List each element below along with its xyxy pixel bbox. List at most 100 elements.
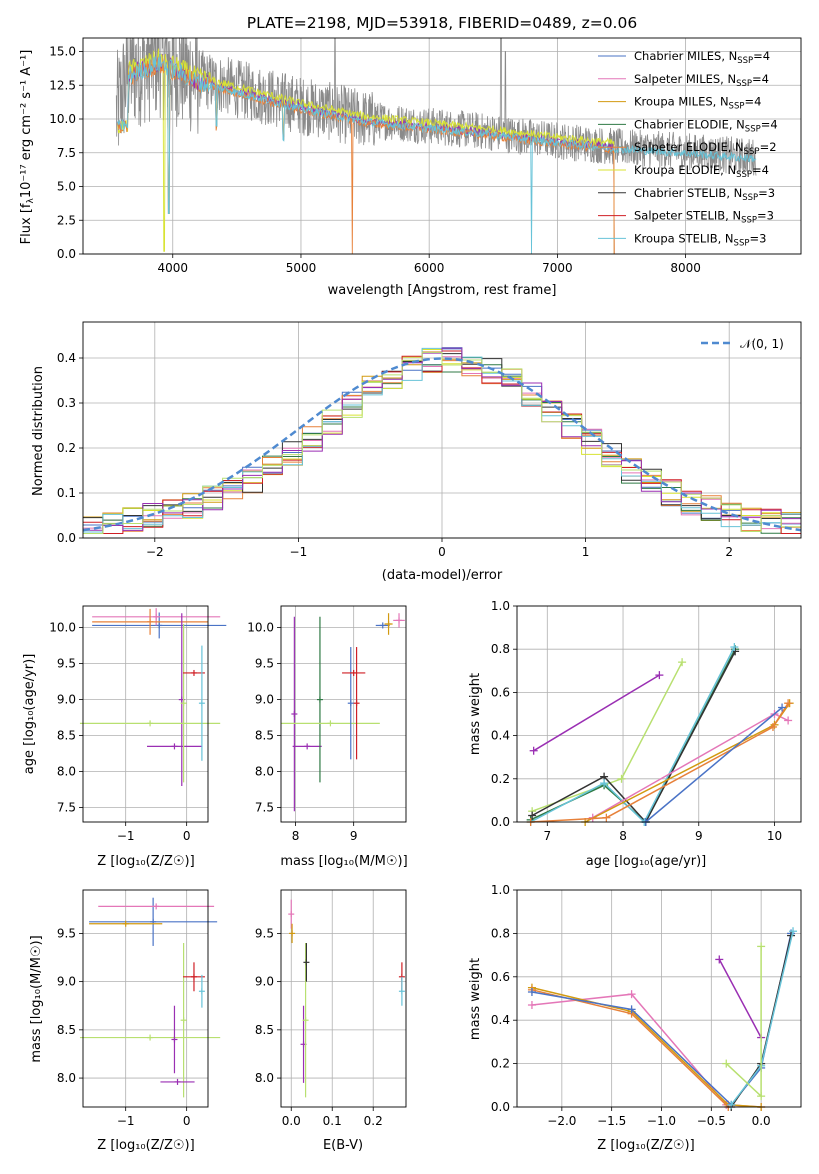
x-tick-label: −2 <box>146 545 164 559</box>
x-tick-label: 0.0 <box>282 1114 301 1128</box>
data-point <box>302 943 309 1098</box>
panel-3: −1 0 7.5 8.0 8.5 9.0 9.5 10.0 <box>49 605 227 843</box>
spectrum-ylabel-sub: λ <box>26 198 36 204</box>
x-tick-label: −2.0 <box>547 1114 576 1128</box>
panel-1: 4000 5000 6000 7000 8000 0.0 2.5 5.0 7.5 10.0 12.5… <box>49 37 802 275</box>
y-tick-label: 8.0 <box>57 1071 76 1085</box>
data-point <box>92 612 227 639</box>
x-tick-label: 8 <box>619 829 627 843</box>
y-tick-label: 7.5 <box>255 801 274 815</box>
legend-n: =4 <box>752 72 769 86</box>
legend-entry: Chabrier ELODIE, NSSP=4 <box>634 117 778 134</box>
data-point <box>180 943 187 1098</box>
legend-n: =4 <box>761 117 778 131</box>
normal-curve <box>82 357 802 532</box>
x-tick-label: 8 <box>292 829 300 843</box>
y-tick-label: 10.0 <box>247 621 274 635</box>
spectrum-ylabel-pre: Flux [f <box>19 203 34 244</box>
data-point <box>89 897 218 946</box>
axes-frame <box>280 889 407 1108</box>
legend-entry: Kroupa ELODIE, NSSP=4 <box>634 163 769 180</box>
x-tick-label: 0.1 <box>323 1114 342 1128</box>
x-tick-label: −1.5 <box>597 1114 626 1128</box>
y-tick-label: 1.0 <box>491 599 510 613</box>
legend-name: Chabrier MILES, N <box>634 49 737 63</box>
y-tick-label: 0.2 <box>491 772 510 786</box>
data-point <box>183 669 205 676</box>
data-point <box>398 976 405 1006</box>
axes-frame <box>82 889 209 1108</box>
data-point <box>291 616 298 812</box>
axes-frame <box>82 605 209 823</box>
legend-n: =2 <box>760 140 777 154</box>
y-tick-label: 9.5 <box>57 926 76 940</box>
legend-entry: Salpeter ELODIE, NSSP=2 <box>634 140 777 157</box>
data-point <box>288 899 295 929</box>
legend-name: Kroupa STELIB, N <box>634 231 734 245</box>
weight-series <box>530 702 789 823</box>
y-tick-label: 15.0 <box>49 45 76 59</box>
data-point <box>180 624 187 783</box>
y-tick-label: 0.3 <box>57 396 76 410</box>
y-tick-label: 12.5 <box>49 78 76 92</box>
x-tick-label: −1 <box>290 545 308 559</box>
axes-frame <box>516 605 802 823</box>
legend-sub: SSP <box>737 56 753 66</box>
legend-n: =3 <box>758 186 775 200</box>
x-tick-label: 0 <box>183 829 191 843</box>
x-tick-label: 7000 <box>542 261 573 275</box>
x-tick-label: 0.2 <box>364 1114 383 1128</box>
mass-z-ylabel: mass [log₁₀(M/M☉)] <box>29 935 44 1062</box>
legend-sub: SSP <box>729 102 745 112</box>
x-tick-label: −1 <box>117 829 135 843</box>
legend-name: Salpeter STELIB, N <box>634 209 741 223</box>
data-point <box>353 647 360 760</box>
y-tick-label: 7.5 <box>57 146 76 160</box>
legend-n: =3 <box>749 231 766 245</box>
x-tick-label: 6000 <box>414 261 445 275</box>
y-tick-label: 9.0 <box>255 693 274 707</box>
model-spectrum <box>117 56 615 254</box>
panel-2: −2 −1 0 1 2 0.0 0.1 0.2 0.3 0.4 <box>57 321 802 559</box>
weight-series <box>592 713 789 819</box>
x-tick-label: −0.5 <box>697 1114 726 1128</box>
axes-frame <box>82 321 802 539</box>
weight-age-xlabel: age [log₁₀(age/yr)] <box>586 854 707 869</box>
panel-6: −1 0 8.0 8.5 9.0 9.5 <box>57 889 221 1128</box>
figure-title: PLATE=2198, MJD=53918, FIBERID=0489, z=0… <box>247 14 637 32</box>
axes-frame <box>516 889 802 1108</box>
y-tick-label: 0.4 <box>491 729 510 743</box>
y-tick-label: 9.0 <box>57 693 76 707</box>
y-tick-label: 0.0 <box>57 247 76 261</box>
panel-4: 8 9 7.5 8.0 8.5 9.0 9.5 10.0 <box>247 605 407 843</box>
legend-name: Chabrier STELIB, N <box>634 186 742 200</box>
age-z-xlabel: Z [log₁₀(Z/Z☉)] <box>97 854 194 869</box>
legend-sub: SSP <box>745 124 761 134</box>
legend-entry: Kroupa MILES, NSSP=4 <box>634 95 761 112</box>
y-tick-label: 0.0 <box>491 1100 510 1114</box>
residuals-xlabel: (data-model)/error <box>382 568 503 583</box>
spectrum-xlabel: wavelength [Angstrom, rest frame] <box>328 283 557 298</box>
legend-entry: Salpeter MILES, NSSP=4 <box>634 72 769 89</box>
data-point <box>292 743 322 750</box>
x-tick-label: 10 <box>767 829 782 843</box>
legend-name: Chabrier ELODIE, N <box>634 117 745 131</box>
legend-name: Kroupa ELODIE, N <box>634 163 736 177</box>
legend-entry: Salpeter STELIB, NSSP=3 <box>634 209 774 226</box>
weight-series <box>531 986 762 1108</box>
y-tick-label: 8.5 <box>255 1023 274 1037</box>
data-point <box>393 613 405 628</box>
y-tick-label: 5.0 <box>57 180 76 194</box>
y-tick-label: 0.0 <box>491 815 510 829</box>
y-tick-label: 0.8 <box>491 926 510 940</box>
spectrum-ylabel-post: 10⁻¹⁷ erg cm⁻² s⁻¹ A⁻¹] <box>19 50 34 199</box>
y-tick-label: 8.5 <box>57 729 76 743</box>
x-tick-label: 0 <box>183 1114 191 1128</box>
axes-frame <box>82 37 802 255</box>
x-tick-label: 7 <box>543 829 551 843</box>
y-tick-label: 0.6 <box>491 970 510 984</box>
data-point <box>303 943 310 982</box>
data-point <box>289 923 296 944</box>
y-tick-label: 0.4 <box>491 1013 510 1027</box>
